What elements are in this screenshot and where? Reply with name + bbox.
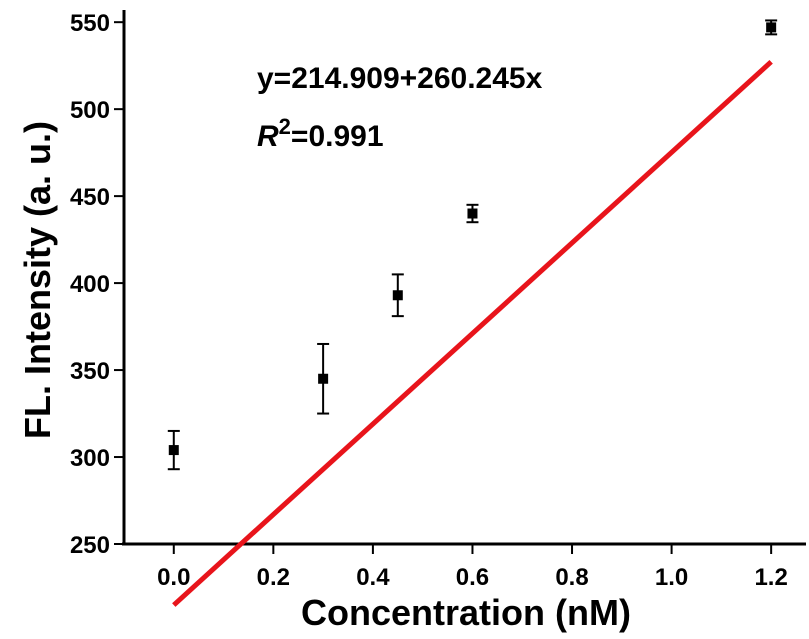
y-tick-label: 500 bbox=[70, 97, 110, 124]
marker bbox=[318, 373, 329, 384]
marker bbox=[392, 290, 403, 301]
x-tick-label: 0.0 bbox=[157, 564, 190, 591]
axis-ticks: 0.0 0.2 0.4 0.6 0.8 1.0 1.2 250 300 350 400 450 500 5… bbox=[70, 10, 788, 591]
x-tick-label: 1.0 bbox=[655, 564, 688, 591]
data-point bbox=[167, 429, 180, 471]
y-tick-label: 250 bbox=[70, 532, 110, 559]
y-axis-label: FL. Intensity (a. u.) bbox=[17, 121, 58, 439]
r-squared-annotation: R2=0.991 bbox=[257, 114, 384, 153]
fit-line-group bbox=[172, 59, 773, 607]
x-tick-label: 0.8 bbox=[555, 564, 588, 591]
data-point bbox=[466, 203, 479, 224]
x-axis-label: Concentration (nM) bbox=[301, 592, 631, 633]
data-point bbox=[317, 342, 330, 415]
plot-area bbox=[122, 10, 806, 546]
y-tick-label: 400 bbox=[70, 271, 110, 298]
marker bbox=[168, 445, 179, 456]
fit-line bbox=[172, 59, 773, 607]
r-superscript: 2 bbox=[279, 114, 291, 139]
equation-annotation: y=214.909+260.245x bbox=[257, 62, 543, 95]
x-tick-label: 0.6 bbox=[456, 564, 489, 591]
y-tick-label: 350 bbox=[70, 358, 110, 385]
x-tick-label: 0.4 bbox=[356, 564, 390, 591]
data-points bbox=[167, 19, 778, 471]
data-point bbox=[765, 19, 778, 36]
x-tick-label: 1.2 bbox=[754, 564, 787, 591]
y-tick-label: 300 bbox=[70, 445, 110, 472]
r-symbol: R bbox=[257, 120, 279, 153]
y-tick-label: 550 bbox=[70, 10, 110, 37]
marker bbox=[467, 208, 478, 219]
marker bbox=[766, 22, 777, 33]
y-tick-label: 450 bbox=[70, 184, 110, 211]
r-squared-value: =0.991 bbox=[291, 120, 384, 153]
data-point bbox=[391, 273, 404, 318]
x-tick-label: 0.2 bbox=[257, 564, 290, 591]
